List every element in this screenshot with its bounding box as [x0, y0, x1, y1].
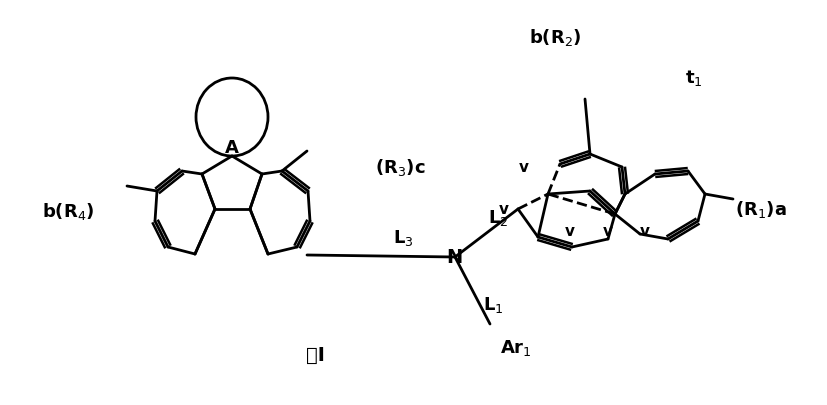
Text: b(R$_4$): b(R$_4$) — [42, 201, 94, 222]
Text: 式I: 式I — [305, 345, 324, 364]
Text: v: v — [519, 160, 528, 175]
Text: L$_2$: L$_2$ — [487, 207, 508, 228]
Text: v: v — [499, 202, 509, 217]
Text: (R$_1$)a: (R$_1$)a — [734, 199, 786, 220]
Text: v: v — [564, 224, 574, 239]
Text: Ar$_1$: Ar$_1$ — [500, 337, 531, 357]
Text: A: A — [225, 139, 239, 157]
Text: L$_1$: L$_1$ — [482, 294, 503, 314]
Text: v: v — [602, 224, 612, 239]
Text: L$_3$: L$_3$ — [393, 228, 414, 247]
Text: v: v — [639, 224, 649, 239]
Text: b(R$_2$): b(R$_2$) — [528, 28, 581, 48]
Text: t$_1$: t$_1$ — [684, 68, 702, 88]
Text: (R$_3$)c: (R$_3$)c — [375, 157, 425, 178]
Text: N: N — [445, 248, 461, 267]
